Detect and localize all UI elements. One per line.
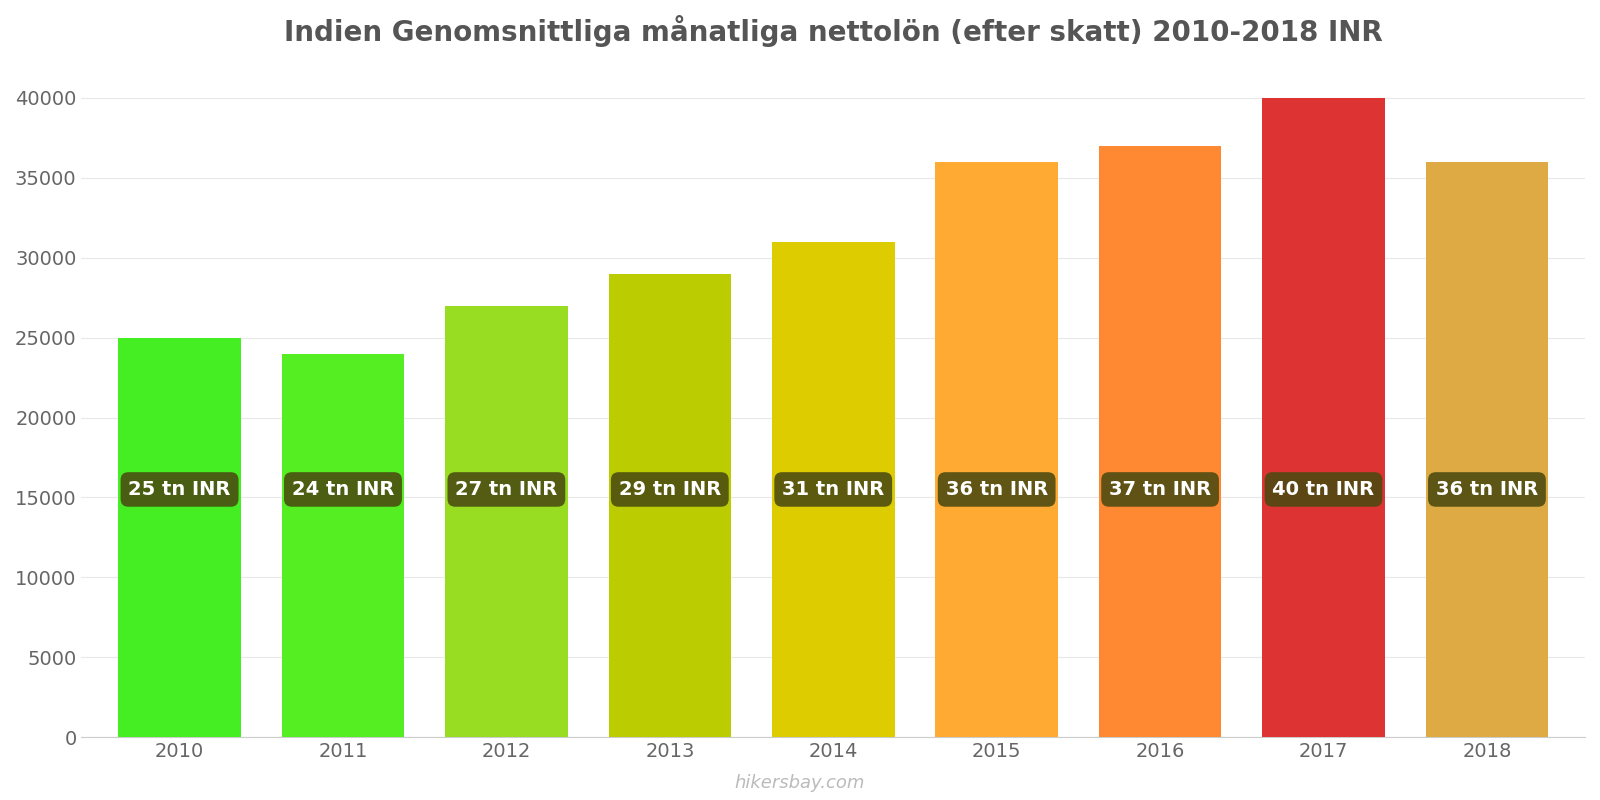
Title: Indien Genomsnittliga månatliga nettolön (efter skatt) 2010-2018 INR: Indien Genomsnittliga månatliga nettolön… — [283, 15, 1382, 47]
Bar — [1262, 98, 1386, 737]
Bar — [445, 306, 568, 737]
Text: 40 tn INR: 40 tn INR — [1272, 480, 1374, 499]
Text: 36 tn INR: 36 tn INR — [1435, 480, 1538, 499]
Bar — [1099, 146, 1221, 737]
Bar — [282, 354, 405, 737]
Text: 24 tn INR: 24 tn INR — [291, 480, 394, 499]
Bar — [936, 162, 1058, 737]
Text: 36 tn INR: 36 tn INR — [946, 480, 1048, 499]
Text: 27 tn INR: 27 tn INR — [456, 480, 557, 499]
Text: 31 tn INR: 31 tn INR — [782, 480, 885, 499]
Bar — [771, 242, 894, 737]
Text: hikersbay.com: hikersbay.com — [734, 774, 866, 792]
Bar — [118, 338, 242, 737]
Text: 25 tn INR: 25 tn INR — [128, 480, 230, 499]
Text: 29 tn INR: 29 tn INR — [619, 480, 722, 499]
Text: 37 tn INR: 37 tn INR — [1109, 480, 1211, 499]
Bar — [1426, 162, 1549, 737]
Bar — [608, 274, 731, 737]
